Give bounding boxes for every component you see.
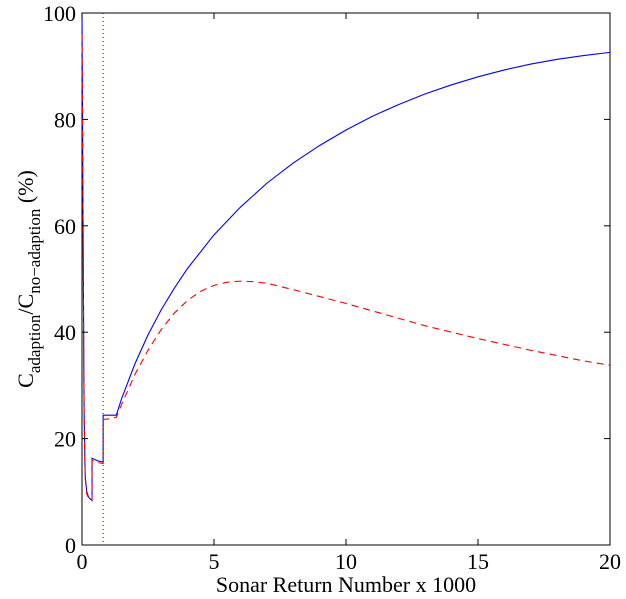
y-axis-label: Cadaption/Cno−adaption (%): [13, 170, 44, 388]
series-layer: [81, 12, 611, 502]
y-label-unit: (%): [13, 170, 38, 208]
tick-layer: 0 5 10 15 20 0 20 40 60 80 100: [43, 1, 621, 574]
y-tick-label: 20: [54, 427, 76, 452]
x-tick-label: 10: [335, 549, 357, 574]
y-label-main1: C: [13, 373, 38, 388]
y-label-sub2: no−adaption: [25, 208, 44, 294]
y-tick-label: 80: [54, 107, 76, 132]
x-tick-label: 20: [599, 549, 621, 574]
x-tick-label: 0: [77, 549, 88, 574]
x-tick-label: 15: [467, 549, 489, 574]
y-tick-label: 60: [54, 214, 76, 239]
series-line-1: [81, 12, 611, 501]
x-axis-label: Sonar Return Number x 1000: [216, 572, 476, 597]
y-tick-label: 100: [43, 1, 76, 26]
y-tick-label: 40: [54, 320, 76, 345]
y-axis-label-text: Cadaption/Cno−adaption (%): [13, 170, 44, 388]
x-tick-label: 5: [209, 549, 220, 574]
plot-area: 0 5 10 15 20 0 20 40 60 80 100: [43, 1, 621, 574]
y-label-slash: /C: [13, 294, 38, 315]
y-tick-label: 0: [65, 533, 76, 558]
plot-frame: [81, 12, 611, 546]
y-label-sub1: adaption: [25, 314, 44, 373]
